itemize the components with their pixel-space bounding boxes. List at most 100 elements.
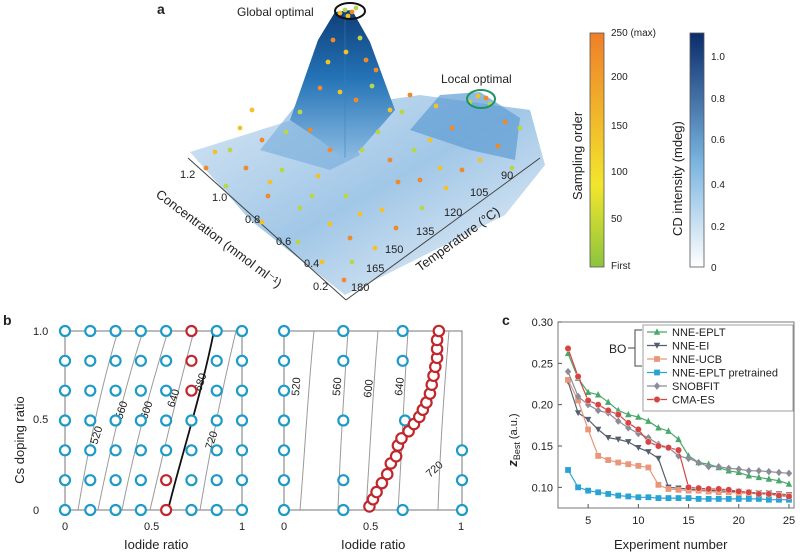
data-point <box>755 467 763 475</box>
data-point <box>685 454 692 463</box>
data-point <box>735 488 743 495</box>
marker-blue <box>109 354 122 367</box>
sample-point <box>399 109 405 115</box>
data-point <box>605 398 612 405</box>
panel-b-right-markers <box>277 324 469 517</box>
right-x-tick-1: 0.5 <box>363 521 378 533</box>
marker-blue <box>235 384 249 397</box>
legend-entry: NNE-EPLT <box>647 327 726 339</box>
y-tick-label: 0.10 <box>532 482 553 494</box>
data-point <box>775 492 783 499</box>
marker-blue <box>109 474 122 487</box>
panel-c-letter: c <box>502 312 510 328</box>
sample-point <box>379 207 385 213</box>
panel-b-right: 520 560 600 640 720 0 0.5 1 Iodide ratio <box>277 324 469 552</box>
marker-blue <box>337 324 350 338</box>
conc-tick-1: 1.0 <box>212 192 227 204</box>
sample-point <box>259 219 265 225</box>
data-point <box>655 481 662 488</box>
data-point <box>653 342 661 349</box>
data-point <box>765 467 773 476</box>
panel-b-letter: b <box>3 312 12 328</box>
data-point <box>625 493 632 500</box>
panel-c-x-label: Experiment number <box>614 537 728 552</box>
marker-blue <box>134 503 147 517</box>
temp-tick-1: 105 <box>470 187 488 199</box>
data-point <box>585 426 592 433</box>
marker-blue <box>277 414 291 427</box>
data-point <box>655 495 662 501</box>
data-point <box>645 494 652 501</box>
sample-point <box>337 10 343 16</box>
marker-blue <box>235 414 249 427</box>
x-tick-label: 15 <box>682 515 694 527</box>
data-point <box>565 467 571 473</box>
cd-tick-2: 0.6 <box>711 135 725 146</box>
data-point <box>574 410 582 417</box>
concentration-ticks: 1.2 1.0 0.8 0.6 0.4 0.2 <box>180 169 328 293</box>
marker-blue <box>109 444 122 457</box>
data-point <box>595 489 602 496</box>
marker-blue <box>160 414 173 427</box>
right-x-tick-0: 0 <box>281 521 287 533</box>
data-point <box>675 495 682 501</box>
marker-blue <box>58 354 72 367</box>
sample-point <box>317 85 323 91</box>
data-point <box>675 486 682 493</box>
conc-tick-0: 1.2 <box>180 169 195 181</box>
sample-point <box>369 83 375 89</box>
marker-blue <box>109 384 122 397</box>
x-tick-label: 25 <box>783 515 795 527</box>
sample-point <box>267 179 273 185</box>
temp-tick-4: 150 <box>385 244 403 256</box>
data-point <box>564 345 572 352</box>
panel-b-left-contour-labels: 520 560 600 640 680 720 <box>88 372 220 451</box>
marker-red <box>389 449 403 463</box>
data-point <box>645 449 652 455</box>
samp-tick-4: 50 <box>611 214 623 225</box>
sample-point <box>483 95 489 101</box>
marker-blue <box>160 384 173 397</box>
sample-points <box>203 5 523 283</box>
legend-entry: SNOBFIT <box>647 381 720 393</box>
data-point <box>654 369 660 376</box>
left-x-tick-0: 0 <box>62 521 68 533</box>
left-x-tick-2: 1 <box>239 521 245 533</box>
sample-point <box>375 129 381 135</box>
x-tick-label: 10 <box>632 515 644 527</box>
marker-blue <box>235 474 249 487</box>
cd-tick-0: 1.0 <box>711 52 725 63</box>
marker-blue <box>84 354 97 367</box>
marker-blue <box>84 503 97 517</box>
marker-blue <box>337 354 350 367</box>
series-nne-eplt-pretrained <box>565 467 792 503</box>
data-point <box>745 488 753 496</box>
marker-blue <box>84 414 97 427</box>
marker-blue <box>210 503 223 517</box>
y-label-units: (a.u.) <box>508 413 520 439</box>
sample-point <box>357 35 363 41</box>
marker-red <box>185 354 198 367</box>
legend-label: NNE-UCB <box>672 354 722 366</box>
contour-label: 560 <box>331 377 344 396</box>
contour-label: 520 <box>290 377 303 396</box>
marker-blue <box>210 384 223 397</box>
marker-blue <box>210 414 223 427</box>
cs-doping-axis-label: Cs doping ratio <box>12 396 27 483</box>
marker-blue <box>134 414 147 427</box>
panel-c-series <box>564 345 793 503</box>
data-point <box>655 442 662 450</box>
marker-red <box>432 324 446 338</box>
marker-blue <box>235 354 249 367</box>
marker-blue <box>160 444 173 457</box>
data-point <box>654 356 660 362</box>
data-point <box>785 480 793 487</box>
data-point <box>715 462 722 471</box>
sample-point <box>387 157 393 163</box>
data-point <box>685 495 692 501</box>
local-optimal-ring <box>466 89 496 109</box>
samp-tick-1: 200 <box>611 72 628 83</box>
sample-point <box>357 211 363 217</box>
contour-label: 600 <box>362 379 376 399</box>
marker-blue <box>210 354 223 367</box>
